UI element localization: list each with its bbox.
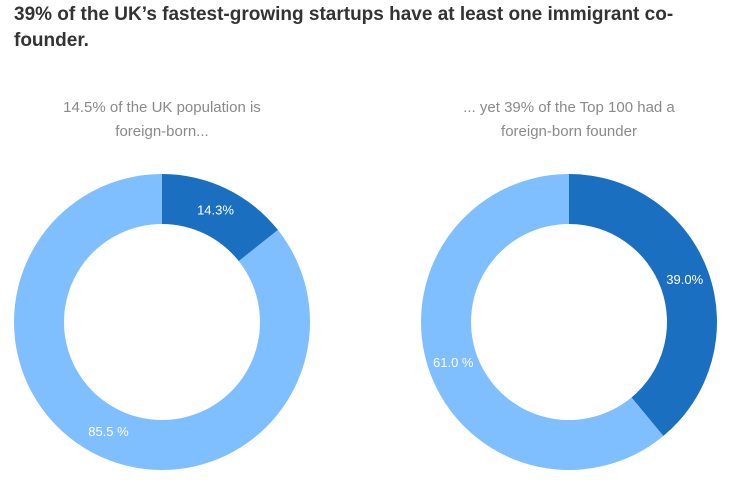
- chart-title: 14.5% of the UK population is foreign-bo…: [63, 99, 261, 140]
- chart-title: ... yet 39% of the Top 100 had a foreign…: [463, 99, 675, 140]
- value-label: 14.3%: [197, 203, 234, 218]
- donut-slice: [569, 174, 717, 437]
- value-label: 85.5 %: [88, 424, 129, 439]
- page-title: 39% of the UK’s fastest-growing startups…: [14, 4, 674, 51]
- donut-slice: [421, 174, 664, 470]
- value-label: 39.0%: [666, 272, 703, 287]
- value-label: 61.0 %: [433, 355, 474, 370]
- donut-slice: [14, 174, 311, 470]
- donut-slice: [162, 174, 278, 262]
